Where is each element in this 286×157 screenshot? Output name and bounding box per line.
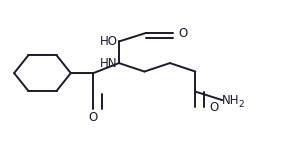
Text: O: O (89, 111, 98, 124)
Text: O: O (178, 27, 188, 40)
Text: HO: HO (100, 35, 118, 48)
Text: HN: HN (100, 57, 118, 70)
Text: 2: 2 (238, 100, 243, 109)
Text: O: O (210, 100, 219, 114)
Text: NH: NH (222, 94, 240, 107)
